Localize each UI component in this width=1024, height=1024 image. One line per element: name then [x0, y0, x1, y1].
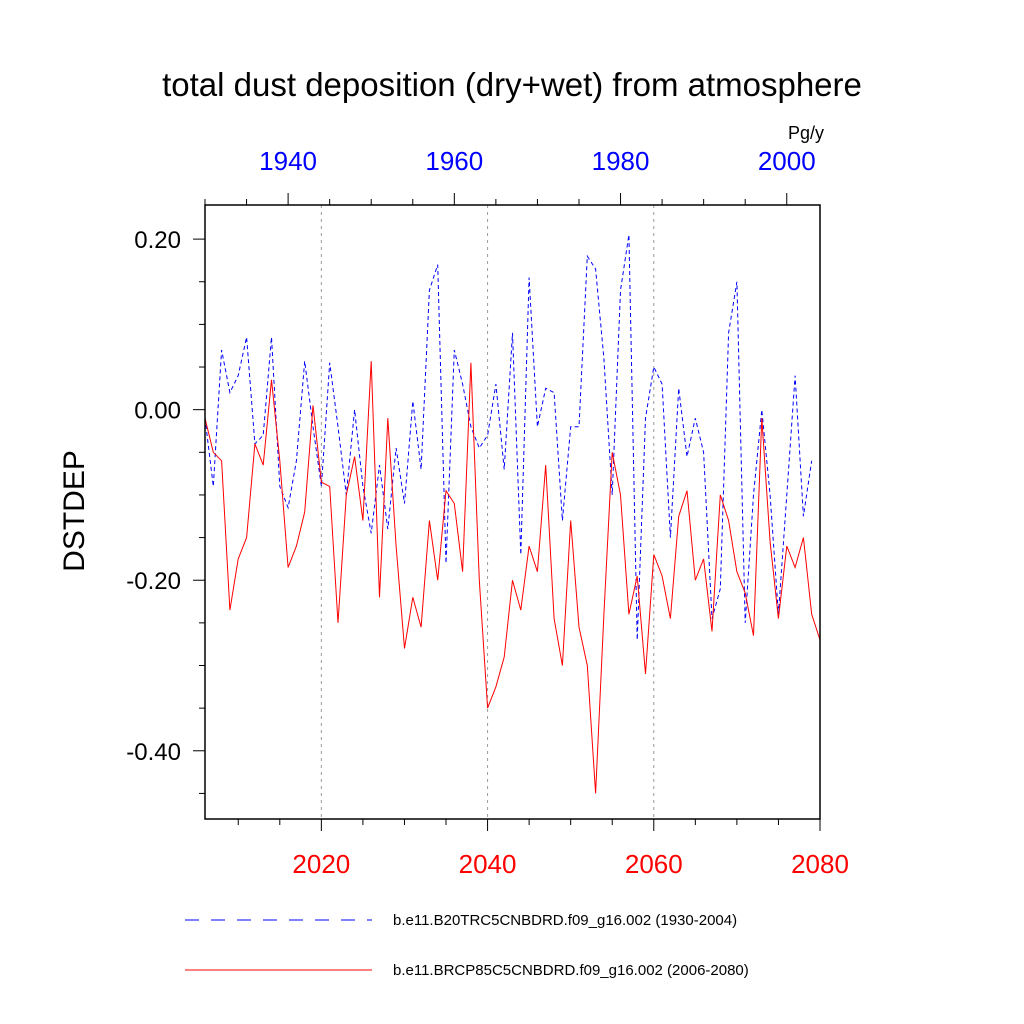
xtick-bottom-label-2: 2060: [625, 849, 683, 879]
xtick-top-label-3: 2000: [758, 146, 816, 176]
ytick-label-3: -0.40: [126, 739, 181, 766]
xtick-top-label-2: 1980: [592, 146, 650, 176]
axis-ticks: [193, 193, 821, 831]
x-top-tick-labels: 1940 1960 1980 2000: [259, 146, 815, 176]
series-lines: [204, 234, 821, 794]
series-line-0: [204, 234, 813, 640]
xtick-top-label-1: 1960: [425, 146, 483, 176]
plot-frame: [204, 204, 821, 820]
series-line-1: [204, 361, 821, 794]
y-axis-label: DSTDEP: [58, 450, 91, 572]
xtick-top-label-0: 1940: [259, 146, 317, 176]
x-bottom-tick-labels: 2020 2040 2060 2080: [292, 849, 848, 879]
legend-label-rcp85: b.e11.BRCP85C5CNBDRD.f09_g16.002 (2006-2…: [393, 962, 749, 979]
gridlines: [320, 205, 655, 819]
ytick-label-2: -0.20: [126, 568, 181, 595]
legend-label-historical: b.e11.B20TRC5CNBDRD.f09_g16.002 (1930-20…: [393, 912, 737, 929]
legend: b.e11.B20TRC5CNBDRD.f09_g16.002 (1930-20…: [185, 912, 749, 979]
xtick-bottom-label-3: 2080: [791, 849, 849, 879]
ytick-label-0: 0.20: [134, 227, 181, 254]
chart-units: Pg/y: [788, 123, 824, 143]
y-tick-labels: 0.20 0.00 -0.20 -0.40: [126, 227, 181, 766]
xtick-bottom-label-1: 2040: [459, 849, 517, 879]
xtick-bottom-label-0: 2020: [292, 849, 350, 879]
ytick-label-1: 0.00: [134, 398, 181, 425]
chart-title: total dust deposition (dry+wet) from atm…: [162, 66, 862, 103]
